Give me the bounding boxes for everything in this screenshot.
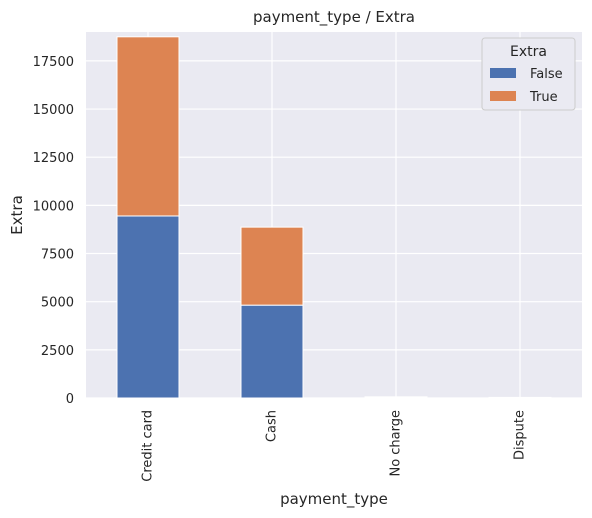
y-tick-label: 15000	[33, 103, 74, 118]
legend-swatch-false	[490, 68, 516, 78]
bar-false	[240, 304, 304, 399]
legend-swatch-true	[490, 91, 516, 101]
legend-title: Extra	[510, 44, 547, 60]
y-tick-label: 2500	[41, 344, 74, 359]
y-tick-label: 7500	[41, 248, 74, 263]
y-tick-label: 0	[66, 392, 74, 407]
bar-false	[116, 215, 180, 399]
legend-label-true: True	[529, 90, 558, 105]
y-tick-label: 10000	[33, 199, 74, 214]
y-axis-ticks: 0 2500 5000 7500 10000 12500 15000 17500	[33, 55, 74, 407]
legend: Extra False True	[481, 37, 576, 111]
x-tick-label: Dispute	[513, 410, 528, 460]
y-tick-label: 12500	[33, 151, 74, 166]
x-axis-label: payment_type	[280, 490, 388, 509]
y-tick-label: 17500	[33, 55, 74, 70]
y-axis-label: Extra	[8, 195, 26, 235]
x-axis-ticks: Credit card Cash No charge Dispute	[141, 410, 528, 482]
y-tick-label: 5000	[41, 296, 74, 311]
bar-true	[240, 226, 304, 306]
x-tick-label: Cash	[265, 410, 280, 442]
x-tick-label: Credit card	[141, 410, 156, 482]
legend-label-false: False	[530, 67, 563, 82]
bar-true	[116, 36, 180, 217]
bars	[116, 36, 552, 399]
x-tick-label: No charge	[389, 410, 404, 477]
chart-title: payment_type / Extra	[253, 8, 415, 27]
